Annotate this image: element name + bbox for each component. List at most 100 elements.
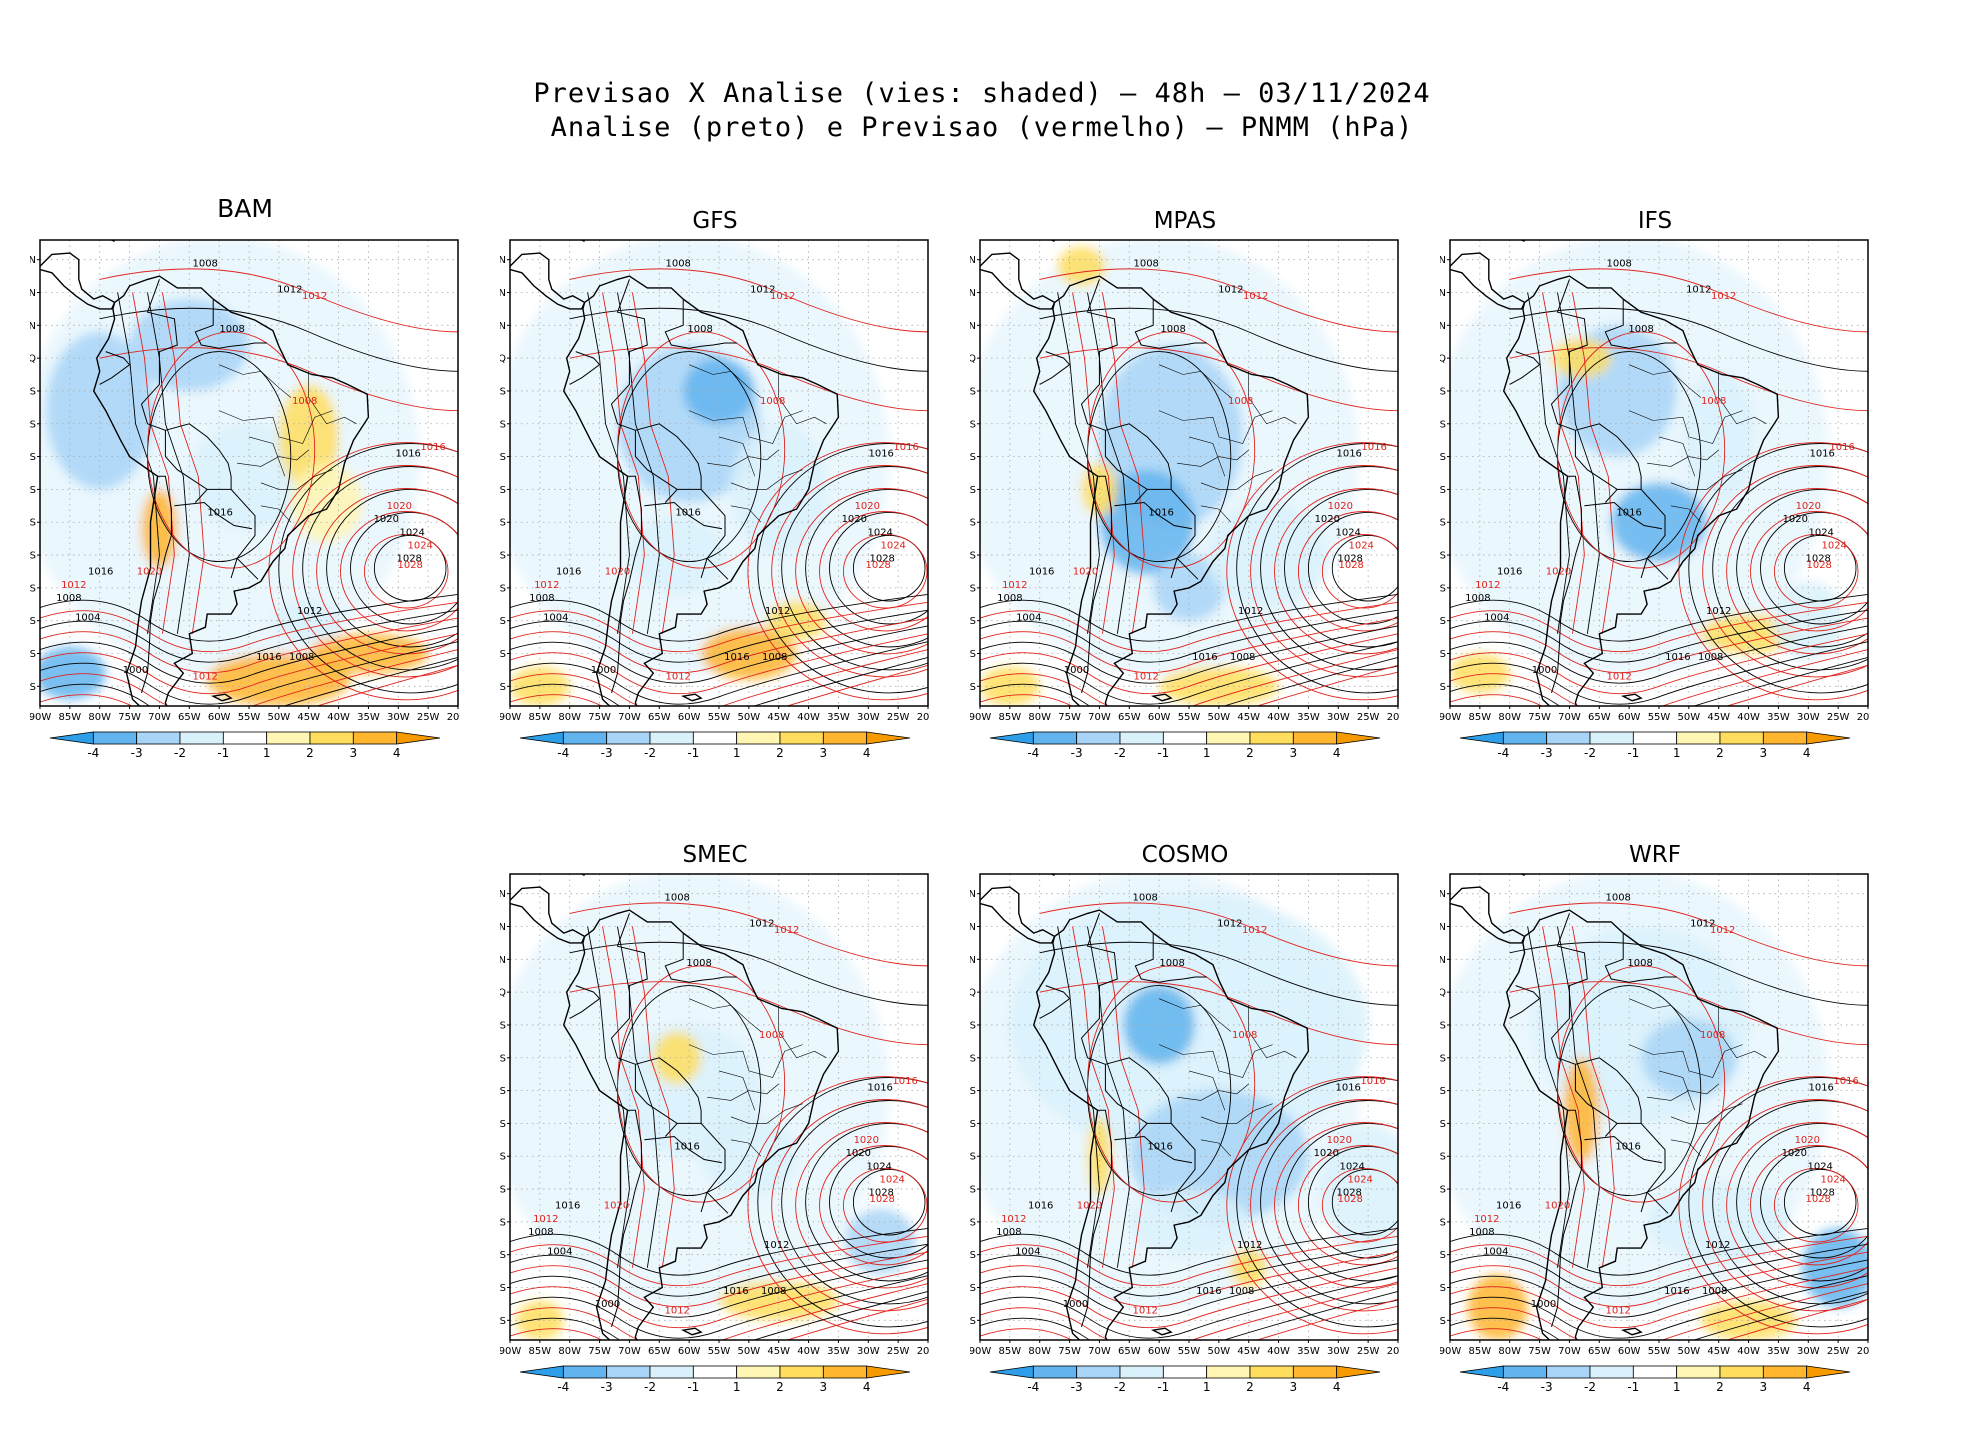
isobar-label: 1012 bbox=[1218, 285, 1243, 296]
lon-tick-label: 35W bbox=[1767, 712, 1790, 723]
colorbar-label: -3 bbox=[1541, 1380, 1553, 1394]
lon-tick-label: 65W bbox=[1118, 712, 1141, 723]
lat-tick-label: 5S bbox=[500, 386, 506, 397]
isobar-label: 1012 bbox=[1132, 1306, 1157, 1317]
isobar-label: 1020 bbox=[1796, 501, 1821, 512]
isobar-label: 1012 bbox=[750, 285, 775, 296]
isobar-label: 1020 bbox=[854, 1135, 879, 1146]
lon-tick-label: 30W bbox=[857, 1346, 880, 1357]
isobar-label: 1000 bbox=[123, 665, 148, 676]
isobar-label: 1008 bbox=[1627, 958, 1652, 969]
colorbar-swatch bbox=[989, 731, 1034, 745]
lon-tick-label: 30W bbox=[1797, 1346, 1820, 1357]
isobar-label: 1016 bbox=[1809, 449, 1834, 460]
map-svg: 1008101210121008100810161016102010201024… bbox=[970, 873, 1400, 1357]
isobar-label: 1012 bbox=[1705, 1240, 1730, 1251]
lat-tick-label: 30S bbox=[970, 551, 976, 562]
isobar-label: 1020 bbox=[387, 501, 412, 512]
colorbar-swatch bbox=[1119, 731, 1164, 745]
lon-tick-label: 65W bbox=[178, 712, 201, 723]
isobar-label: 1004 bbox=[1484, 613, 1509, 624]
isobar-label: 1016 bbox=[1829, 442, 1854, 453]
colorbar-svg: -4 -3 -2 -1 1 2 3 4 bbox=[1459, 731, 1851, 760]
axis-labels: 15N 10N 5N EQ 5S 10S 15S 20S 25S 30S 35S 40S 45S 50S 9… bbox=[500, 889, 930, 1357]
isobar-label: 1016 bbox=[1664, 1286, 1689, 1297]
lon-tick-label: 30W bbox=[1327, 712, 1350, 723]
country-borders bbox=[569, 913, 737, 1328]
isobar-label: 1012 bbox=[1474, 1214, 1499, 1225]
panel-smec: SMEC 1008 1012 1012 1008 1008 1016 1016 1020 102… bbox=[500, 824, 930, 1424]
lat-tick-label: 45S bbox=[1440, 1283, 1446, 1294]
colorbar-swatch bbox=[1676, 731, 1721, 745]
colorbar-swatch bbox=[1632, 1365, 1678, 1379]
isobar-label: 1016 bbox=[1361, 442, 1386, 453]
lat-tick-label: 45S bbox=[500, 649, 506, 660]
lon-tick-label: 45W bbox=[1237, 712, 1260, 723]
colorbar-label: -3 bbox=[1071, 1380, 1083, 1394]
lon-tick-label: 40W bbox=[1737, 712, 1760, 723]
lon-tick-label: 45W bbox=[297, 712, 320, 723]
isobar-label: 1008 bbox=[289, 652, 314, 663]
plot-area: 1008101210121008100810161016102010201024… bbox=[510, 240, 928, 706]
colorbar-swatch bbox=[779, 1365, 824, 1379]
isobar-label: 1020 bbox=[846, 1148, 871, 1159]
isobar-label: 1016 bbox=[1615, 1142, 1640, 1153]
colorbar-label: 1 bbox=[1673, 746, 1681, 760]
isobar-label: 1000 bbox=[1064, 665, 1089, 676]
isobar-label: 1024 bbox=[1335, 527, 1360, 538]
isobar-label: 1012 bbox=[1133, 672, 1158, 683]
lon-tick-label: 50W bbox=[1208, 712, 1231, 723]
isobar-label: 1012 bbox=[664, 1306, 689, 1317]
colorbar-swatch bbox=[562, 731, 608, 745]
isobar-label: 1000 bbox=[595, 1299, 620, 1310]
colorbar-label: -4 bbox=[1497, 1380, 1509, 1394]
country-borders bbox=[1039, 279, 1207, 694]
colorbar-label: -1 bbox=[217, 746, 229, 760]
colorbar-label: 1 bbox=[1203, 1380, 1211, 1394]
lon-tick-label: 70W bbox=[148, 712, 171, 723]
lat-tick-label: EQ bbox=[1440, 354, 1446, 365]
colorbar-swatch bbox=[1032, 1365, 1078, 1379]
isobar-label: 1016 bbox=[1497, 567, 1522, 578]
colorbar-swatch bbox=[136, 731, 181, 745]
lon-tick-label: 40W bbox=[797, 712, 820, 723]
isobar-label: 1016 bbox=[893, 442, 918, 453]
lat-tick-label: 30S bbox=[1440, 551, 1446, 562]
lon-tick-label: 25W bbox=[1357, 1346, 1380, 1357]
isobar-label: 1016 bbox=[674, 1142, 699, 1153]
isobar-label: 1008 bbox=[997, 593, 1022, 604]
isobar-label: 1004 bbox=[1015, 1247, 1040, 1258]
lon-tick-label: 50W bbox=[738, 712, 761, 723]
lon-tick-label: 30W bbox=[1327, 1346, 1350, 1357]
colorbar-swatch bbox=[519, 731, 564, 745]
colorbar-label: -2 bbox=[1114, 1380, 1126, 1394]
isobar-label: 1004 bbox=[75, 613, 100, 624]
isobar-label: 1004 bbox=[1016, 613, 1041, 624]
colorbar-label: -2 bbox=[1114, 746, 1126, 760]
panel-title-gfs: GFS bbox=[692, 208, 738, 234]
isobar-label: 1024 bbox=[1820, 1175, 1845, 1186]
lat-tick-label: 10N bbox=[30, 288, 36, 299]
isobar-label: 1012 bbox=[1002, 580, 1027, 591]
isobar-label: 1012 bbox=[765, 606, 790, 617]
lon-tick-label: 90W bbox=[970, 1346, 991, 1357]
colorbar-label: 3 bbox=[350, 746, 358, 760]
colorbar-swatch bbox=[1546, 731, 1591, 745]
isobar-label: 1016 bbox=[867, 1083, 892, 1094]
isobar-label: 1020 bbox=[1315, 514, 1340, 525]
isobar-label: 1008 bbox=[219, 324, 244, 335]
lon-tick-label: 65W bbox=[648, 712, 671, 723]
state-borders bbox=[1158, 998, 1297, 1157]
isobar-label: 1020 bbox=[1783, 514, 1808, 525]
isobar-label: 1008 bbox=[687, 324, 712, 335]
isobar-label: 1008 bbox=[529, 593, 554, 604]
bias-shading bbox=[40, 240, 429, 706]
state-borders bbox=[1158, 364, 1297, 523]
lat-tick-label: 45S bbox=[1440, 649, 1446, 660]
colorbar-swatch bbox=[866, 731, 911, 745]
isobar-label: 1008 bbox=[1159, 958, 1184, 969]
colorbar-swatch bbox=[266, 731, 311, 745]
isobar-label: 1020 bbox=[374, 514, 399, 525]
colorbar-label: -4 bbox=[557, 1380, 569, 1394]
lon-tick-label: 90W bbox=[1440, 712, 1461, 723]
